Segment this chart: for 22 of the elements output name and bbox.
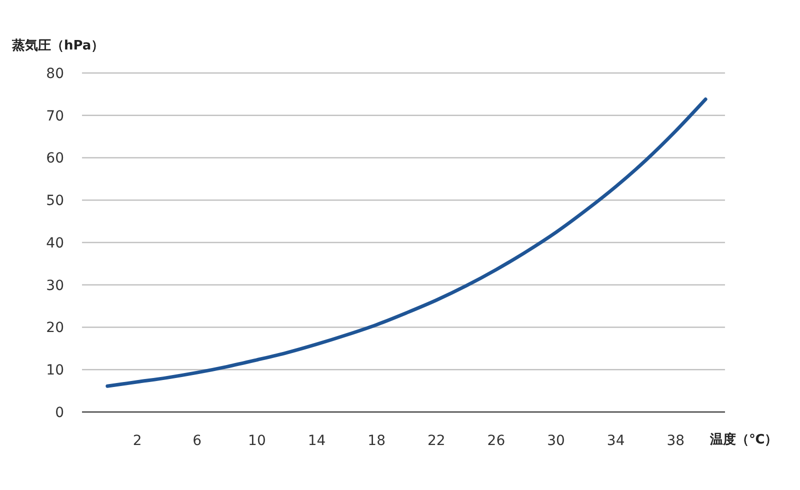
x-tick-label: 38	[666, 432, 685, 449]
y-tick-label: 50	[46, 193, 64, 210]
x-tick-label: 26	[487, 432, 506, 449]
y-axis-title: 蒸気圧（hPa）	[11, 38, 104, 54]
x-tick-label: 22	[427, 432, 446, 449]
y-tick-label: 80	[46, 66, 64, 82]
x-tick-label: 10	[248, 432, 266, 449]
y-tick-label: 30	[46, 278, 64, 294]
y-tick-label: 10	[46, 362, 64, 379]
y-tick-label: 40	[46, 235, 64, 252]
x-axis-title: 温度（℃）	[709, 432, 778, 448]
x-tick-label: 18	[368, 432, 386, 449]
x-tick-label: 14	[308, 432, 326, 449]
x-tick-label: 30	[547, 432, 565, 449]
y-tick-label: 60	[46, 150, 64, 167]
y-tick-label: 20	[46, 320, 64, 336]
y-tick-label: 0	[55, 404, 64, 421]
x-tick-label: 2	[132, 432, 142, 449]
y-tick-label: 70	[46, 108, 64, 124]
x-tick-label: 34	[606, 432, 625, 449]
line-series	[106, 98, 708, 388]
x-tick-label: 6	[192, 432, 202, 449]
